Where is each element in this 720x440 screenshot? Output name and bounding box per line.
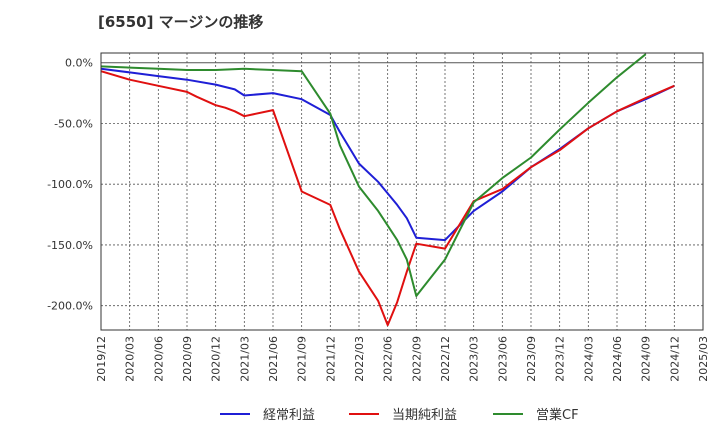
y-tick-label: 0.0% <box>65 57 93 70</box>
series-lines <box>100 53 675 327</box>
x-tick-label: 2024/09 <box>640 336 653 382</box>
y-axis-tick-labels: 0.0% -50.0% -100.0% -150.0% -200.0% <box>47 57 93 313</box>
x-tick-label: 2020/12 <box>210 336 223 382</box>
legend-item: 経常利益 <box>220 408 315 423</box>
y-tick-label: -200.0% <box>47 300 93 313</box>
x-tick-label: 2024/12 <box>668 336 681 382</box>
y-tick-label: -150.0% <box>47 239 93 252</box>
x-tick-label: 2020/03 <box>124 336 137 382</box>
x-tick-label: 2024/06 <box>611 336 624 382</box>
legend-item: 営業CF <box>493 407 579 423</box>
legend: 経常利益 当期純利益 営業CF <box>220 407 579 423</box>
x-tick-label: 2022/12 <box>439 336 452 382</box>
x-tick-label: 2024/03 <box>582 336 595 382</box>
x-tick-label: 2023/09 <box>525 336 538 382</box>
x-tick-label: 2020/09 <box>181 336 194 382</box>
x-tick-label: 2022/03 <box>353 336 366 382</box>
legend-label: 経常利益 <box>263 408 315 423</box>
chart-title: [6550] マージンの推移 <box>98 13 264 31</box>
x-tick-label: 2022/09 <box>410 336 423 382</box>
x-tick-label: 2023/12 <box>554 336 567 382</box>
grid-lines <box>100 53 704 330</box>
legend-label: 当期純利益 <box>392 408 457 423</box>
legend-label: 営業CF <box>536 407 579 423</box>
y-tick-label: -100.0% <box>47 178 93 191</box>
legend-item: 当期純利益 <box>349 408 457 423</box>
y-tick-label: -50.0% <box>54 117 93 130</box>
x-tick-label: 2022/06 <box>382 336 395 382</box>
x-tick-label: 2021/09 <box>296 336 309 382</box>
x-tick-label: 2025/03 <box>697 336 710 382</box>
plot-frame <box>100 52 704 331</box>
x-axis-tick-labels: 2019/12 2020/03 2020/06 2020/09 2020/12 2021/… <box>95 336 710 382</box>
x-tick-label: 2023/06 <box>496 336 509 382</box>
x-tick-label: 2021/06 <box>267 336 280 382</box>
x-tick-label: 2021/12 <box>324 336 337 382</box>
x-tick-label: 2021/03 <box>238 336 251 382</box>
x-tick-label: 2023/03 <box>468 336 481 382</box>
series-line <box>100 70 675 327</box>
x-tick-label: 2019/12 <box>95 336 108 382</box>
x-tick-label: 2020/06 <box>152 336 165 382</box>
series-line <box>100 53 647 297</box>
